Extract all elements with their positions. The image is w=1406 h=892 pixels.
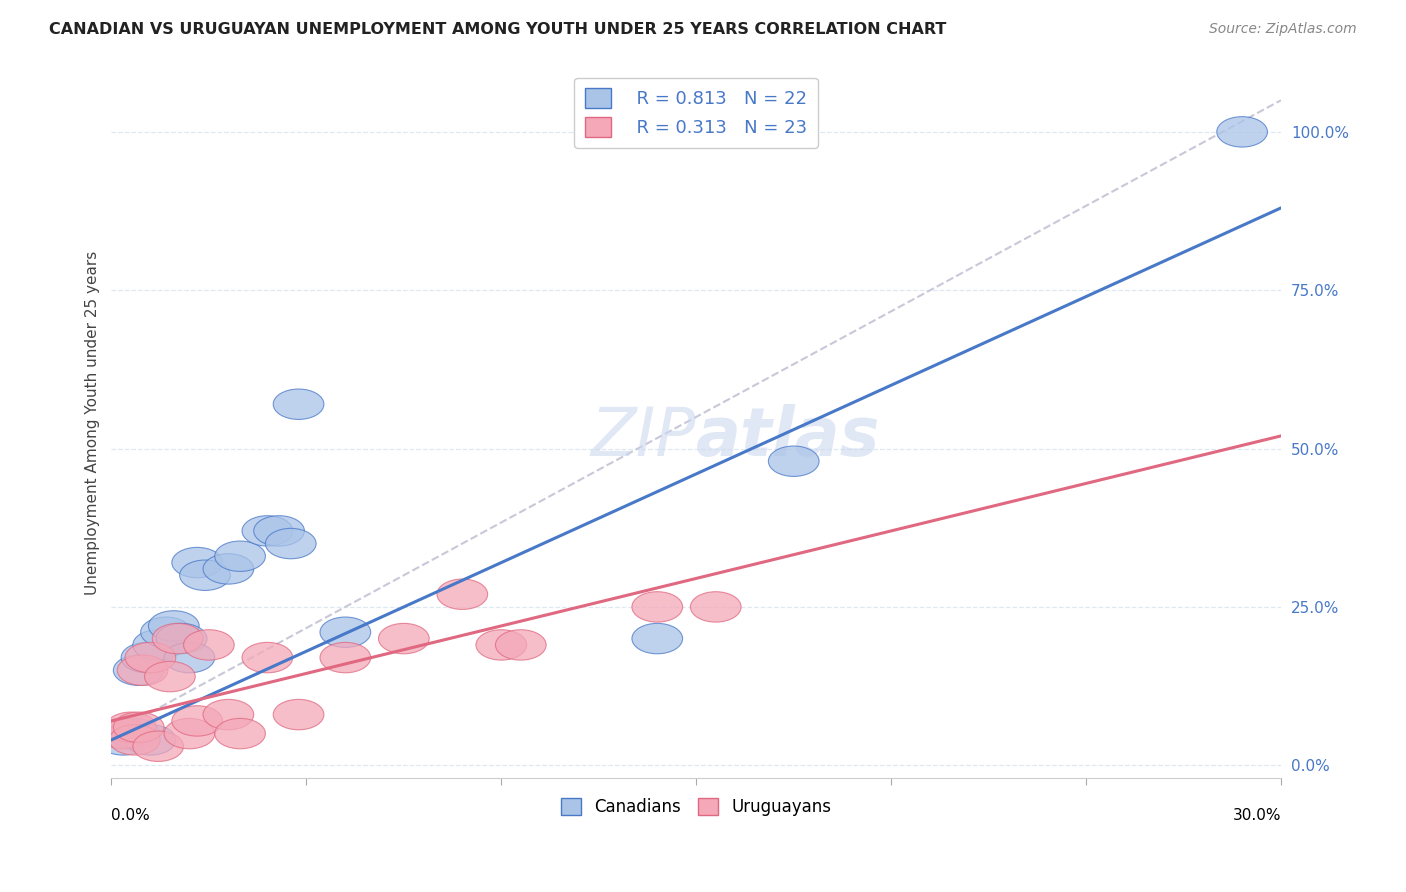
Ellipse shape bbox=[378, 624, 429, 654]
Ellipse shape bbox=[273, 389, 323, 419]
Ellipse shape bbox=[321, 617, 371, 648]
Text: atlas: atlas bbox=[696, 404, 880, 470]
Ellipse shape bbox=[215, 541, 266, 572]
Text: Source: ZipAtlas.com: Source: ZipAtlas.com bbox=[1209, 22, 1357, 37]
Ellipse shape bbox=[184, 630, 235, 660]
Ellipse shape bbox=[437, 579, 488, 609]
Ellipse shape bbox=[202, 699, 253, 730]
Ellipse shape bbox=[242, 642, 292, 673]
Ellipse shape bbox=[165, 642, 215, 673]
Ellipse shape bbox=[165, 718, 215, 748]
Ellipse shape bbox=[253, 516, 305, 546]
Ellipse shape bbox=[149, 611, 200, 641]
Ellipse shape bbox=[769, 446, 820, 476]
Ellipse shape bbox=[110, 724, 160, 756]
Ellipse shape bbox=[125, 642, 176, 673]
Ellipse shape bbox=[631, 624, 682, 654]
Ellipse shape bbox=[202, 554, 253, 584]
Ellipse shape bbox=[117, 655, 167, 685]
Ellipse shape bbox=[121, 642, 172, 673]
Ellipse shape bbox=[141, 617, 191, 648]
Ellipse shape bbox=[152, 624, 202, 654]
Ellipse shape bbox=[98, 724, 149, 756]
Ellipse shape bbox=[98, 718, 149, 748]
Ellipse shape bbox=[273, 699, 323, 730]
Ellipse shape bbox=[145, 661, 195, 692]
Text: ZIP: ZIP bbox=[591, 404, 696, 470]
Text: 30.0%: 30.0% bbox=[1233, 808, 1281, 823]
Ellipse shape bbox=[477, 630, 527, 660]
Ellipse shape bbox=[172, 548, 222, 578]
Ellipse shape bbox=[110, 718, 160, 748]
Ellipse shape bbox=[132, 731, 184, 762]
Ellipse shape bbox=[114, 655, 165, 685]
Text: CANADIAN VS URUGUAYAN UNEMPLOYMENT AMONG YOUTH UNDER 25 YEARS CORRELATION CHART: CANADIAN VS URUGUAYAN UNEMPLOYMENT AMONG… bbox=[49, 22, 946, 37]
Ellipse shape bbox=[114, 712, 165, 742]
Ellipse shape bbox=[156, 624, 207, 654]
Ellipse shape bbox=[495, 630, 546, 660]
Ellipse shape bbox=[172, 706, 222, 736]
Ellipse shape bbox=[242, 516, 292, 546]
Ellipse shape bbox=[132, 630, 184, 660]
Ellipse shape bbox=[105, 712, 156, 742]
Ellipse shape bbox=[125, 724, 176, 756]
Ellipse shape bbox=[321, 642, 371, 673]
Ellipse shape bbox=[1216, 117, 1267, 147]
Ellipse shape bbox=[215, 718, 266, 748]
Ellipse shape bbox=[266, 528, 316, 558]
Ellipse shape bbox=[690, 591, 741, 622]
Ellipse shape bbox=[631, 591, 682, 622]
Text: 0.0%: 0.0% bbox=[111, 808, 150, 823]
Y-axis label: Unemployment Among Youth under 25 years: Unemployment Among Youth under 25 years bbox=[86, 251, 100, 595]
Ellipse shape bbox=[180, 560, 231, 591]
Legend: Canadians, Uruguayans: Canadians, Uruguayans bbox=[554, 791, 838, 822]
